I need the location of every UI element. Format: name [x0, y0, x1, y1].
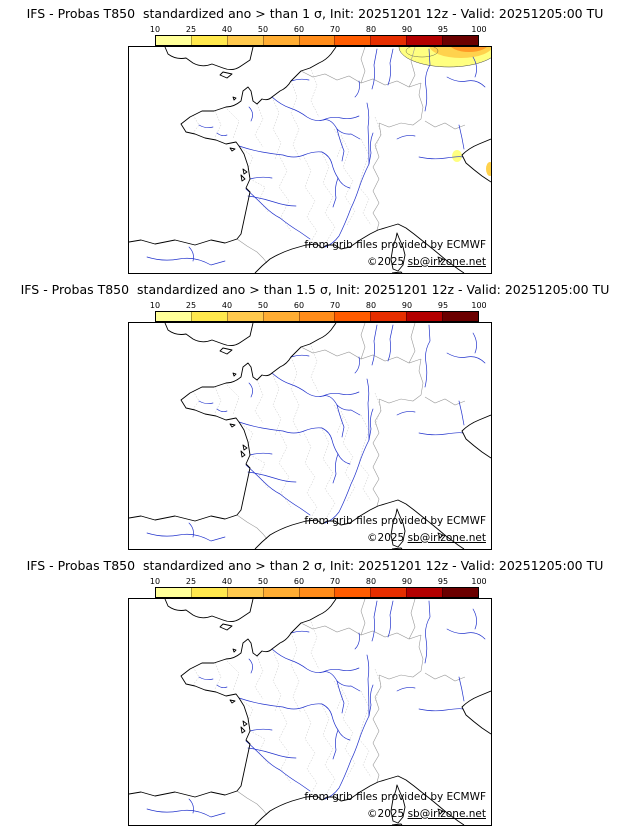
colorbar-segment [442, 588, 479, 597]
colorbar-segment [262, 588, 299, 597]
colorbar-segment [190, 312, 227, 321]
colorbar-tick: 80 [365, 577, 377, 586]
colorbar-tick: 90 [401, 301, 413, 310]
colorbar-ticks: 10 25 40 50 60 70 80 90 95 100 [150, 25, 487, 34]
copyright-link: sb@irizone.net [407, 256, 486, 268]
colorbar-segment [226, 36, 263, 45]
colorbar-tick: 10 [149, 301, 161, 310]
credit-ecmwf: from grib files provided by ECMWF [304, 239, 486, 251]
copyright-link: sb@irizone.net [407, 808, 486, 820]
colorbar-segment [226, 312, 263, 321]
colorbar-ticks: 10 25 40 50 60 70 80 90 95 100 [150, 577, 487, 586]
colorbar-segment [334, 36, 371, 45]
credit-ecmwf: from grib files provided by ECMWF [304, 791, 486, 803]
colorbar-segment [156, 312, 191, 321]
colorbar: 10 25 40 50 60 70 80 90 95 100 [150, 301, 487, 322]
colorbar-bar [155, 35, 479, 46]
colorbar-segment [406, 312, 443, 321]
colorbar-tick: 70 [329, 301, 341, 310]
colorbar-tick: 40 [221, 301, 233, 310]
colorbar: 10 25 40 50 60 70 80 90 95 100 [150, 577, 487, 598]
colorbar-segment [298, 36, 335, 45]
copyright-year: ©2025 [367, 256, 408, 268]
panel-title: IFS - Probas T850 standardized ano > tha… [26, 6, 604, 21]
credit-copyright: ©2025 sb@irizone.net [367, 808, 486, 820]
colorbar-tick: 100 [471, 25, 487, 34]
copyright-year: ©2025 [367, 808, 408, 820]
colorbar-tick: 95 [437, 25, 449, 34]
panel-sigma-2: IFS - Probas T850 standardized ano > tha… [0, 552, 630, 828]
colorbar-tick: 40 [221, 25, 233, 34]
colorbar-segment [406, 588, 443, 597]
credit-copyright: ©2025 sb@irizone.net [367, 256, 486, 268]
panel-title: IFS - Probas T850 standardized ano > tha… [26, 558, 604, 573]
colorbar-bar [155, 311, 479, 322]
colorbar-tick: 25 [185, 25, 197, 34]
panel-title: IFS - Probas T850 standardized ano > tha… [20, 282, 610, 297]
colorbar-segment [156, 588, 191, 597]
colorbar: 10 25 40 50 60 70 80 90 95 100 [150, 25, 487, 46]
colorbar-segment [262, 312, 299, 321]
colorbar-tick: 50 [257, 25, 269, 34]
colorbar-tick: 60 [293, 301, 305, 310]
colorbar-segment [226, 588, 263, 597]
panel-sigma-1-5: IFS - Probas T850 standardized ano > tha… [0, 276, 630, 552]
map-frame: from grib files provided by ECMWF ©2025 … [128, 598, 492, 826]
colorbar-tick: 60 [293, 25, 305, 34]
colorbar-tick: 50 [257, 577, 269, 586]
colorbar-segment [156, 36, 191, 45]
colorbar-segment [334, 588, 371, 597]
colorbar-tick: 10 [149, 25, 161, 34]
colorbar-segment [370, 36, 407, 45]
map-frame: from grib files provided by ECMWF ©2025 … [128, 46, 492, 274]
colorbar-tick: 50 [257, 301, 269, 310]
colorbar-tick: 70 [329, 577, 341, 586]
colorbar-segment [370, 588, 407, 597]
colorbar-segment [262, 36, 299, 45]
colorbar-segment [298, 312, 335, 321]
colorbar-segment [442, 36, 479, 45]
map-frame: from grib files provided by ECMWF ©2025 … [128, 322, 492, 550]
colorbar-tick: 60 [293, 577, 305, 586]
colorbar-tick: 70 [329, 25, 341, 34]
colorbar-tick: 95 [437, 301, 449, 310]
colorbar-tick: 90 [401, 577, 413, 586]
colorbar-segment [334, 312, 371, 321]
colorbar-tick: 100 [471, 301, 487, 310]
france-map [129, 47, 491, 273]
credit-copyright: ©2025 sb@irizone.net [367, 532, 486, 544]
colorbar-tick: 95 [437, 577, 449, 586]
colorbar-segment [190, 36, 227, 45]
panel-sigma-1: IFS - Probas T850 standardized ano > tha… [0, 0, 630, 276]
colorbar-tick: 90 [401, 25, 413, 34]
colorbar-segment [370, 312, 407, 321]
copyright-link: sb@irizone.net [407, 532, 486, 544]
colorbar-tick: 40 [221, 577, 233, 586]
colorbar-segment [406, 36, 443, 45]
colorbar-ticks: 10 25 40 50 60 70 80 90 95 100 [150, 301, 487, 310]
colorbar-tick: 80 [365, 301, 377, 310]
colorbar-tick: 80 [365, 25, 377, 34]
colorbar-segment [442, 312, 479, 321]
colorbar-tick: 10 [149, 577, 161, 586]
colorbar-tick: 25 [185, 577, 197, 586]
colorbar-segment [298, 588, 335, 597]
colorbar-bar [155, 587, 479, 598]
colorbar-tick: 100 [471, 577, 487, 586]
credit-ecmwf: from grib files provided by ECMWF [304, 515, 486, 527]
colorbar-segment [190, 588, 227, 597]
colorbar-tick: 25 [185, 301, 197, 310]
copyright-year: ©2025 [367, 532, 408, 544]
anomaly-shading [398, 47, 491, 176]
